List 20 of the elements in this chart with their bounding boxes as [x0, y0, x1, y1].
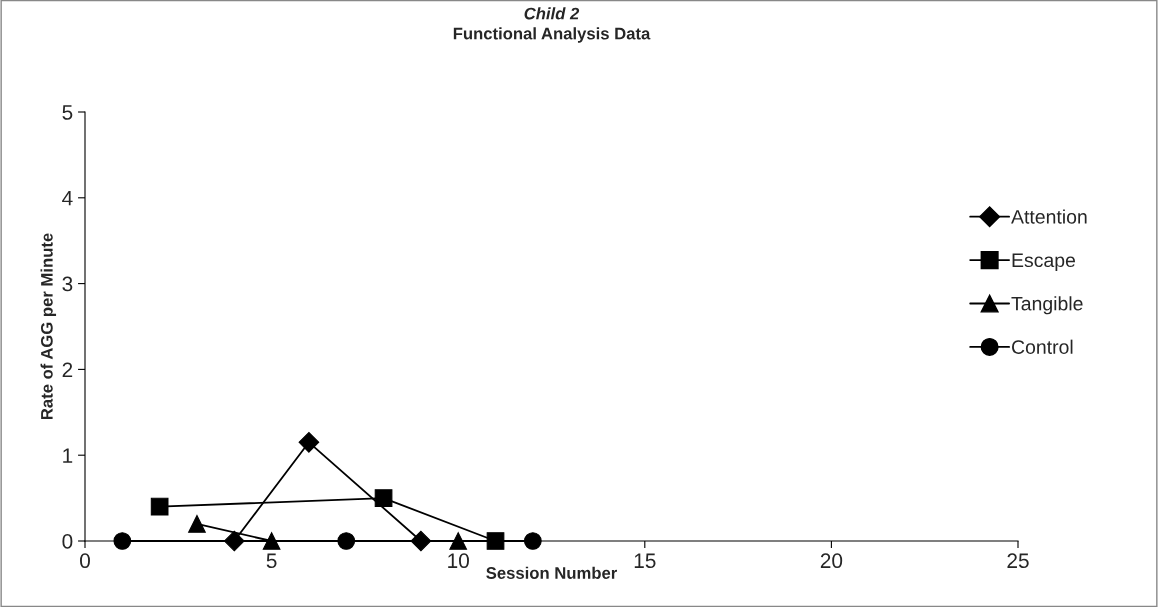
x-tick-label: 5: [266, 553, 277, 569]
legend-label: Attention: [1011, 209, 1087, 224]
y-tick-label: 3: [62, 276, 73, 292]
legend-label: Tangible: [1011, 296, 1083, 315]
y-axis-title: Rate of AGG per Minute: [40, 233, 57, 420]
x-tick-label: 15: [634, 553, 656, 569]
y-tick-label: 5: [62, 105, 73, 120]
x-tick-label: 25: [1007, 553, 1029, 569]
y-tick-label: 1: [63, 448, 73, 463]
x-tick-label: 20: [820, 553, 843, 569]
y-tick-label: 2: [62, 362, 73, 377]
chart-subtitle: Functional Analysis Data: [453, 27, 651, 43]
y-tick-label: 0: [62, 534, 73, 549]
legend-label: Escape: [1012, 253, 1076, 271]
x-tick-label: 10: [448, 553, 469, 569]
x-axis-title: Session Number: [486, 566, 618, 579]
legend-label: Control: [1012, 339, 1073, 354]
y-tick-label: 4: [62, 191, 73, 206]
chart-title: Child 2: [524, 7, 580, 20]
x-tick-label: 0: [80, 553, 90, 569]
